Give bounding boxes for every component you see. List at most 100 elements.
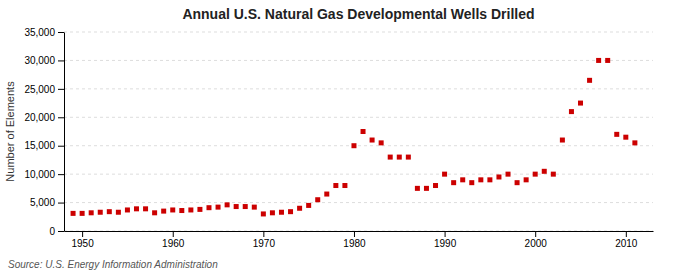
grid xyxy=(64,32,653,231)
y-axis-line xyxy=(64,33,65,232)
point xyxy=(623,135,628,140)
point xyxy=(324,192,329,197)
point xyxy=(288,209,293,214)
point xyxy=(342,183,347,188)
y-tick-label: 35,000 xyxy=(24,27,55,38)
y-tick-label: 20,000 xyxy=(24,112,55,123)
y-tick: 35,000 xyxy=(24,27,64,38)
point xyxy=(98,210,103,215)
x-tick: 1960 xyxy=(162,231,185,249)
point xyxy=(424,186,429,191)
point xyxy=(179,208,184,213)
point xyxy=(134,206,139,211)
x-tick: 1990 xyxy=(434,231,457,249)
x-axis-line xyxy=(65,231,654,232)
y-tick: 30,000 xyxy=(24,55,64,66)
y-tick: 10,000 xyxy=(24,169,64,180)
point xyxy=(632,140,637,145)
point xyxy=(270,210,275,215)
x-tick: 2010 xyxy=(615,231,638,249)
y-tick-mark xyxy=(58,60,64,61)
point xyxy=(596,58,601,63)
point xyxy=(515,180,520,185)
y-tick-label: 0 xyxy=(49,226,55,237)
point xyxy=(370,138,375,143)
y-tick-label: 15,000 xyxy=(24,140,55,151)
x-tick-mark xyxy=(535,231,536,237)
point xyxy=(261,211,266,216)
point xyxy=(279,210,284,215)
y-tick-mark xyxy=(58,32,64,33)
marks xyxy=(71,58,638,217)
point xyxy=(379,140,384,145)
point xyxy=(496,174,501,179)
y-tick-mark xyxy=(58,203,64,204)
point xyxy=(243,204,248,209)
point xyxy=(107,209,112,214)
source-note: Source: U.S. Energy Information Administ… xyxy=(8,259,218,270)
point xyxy=(125,207,130,212)
plot-area: 195019601970198019902000201005,00010,000… xyxy=(24,27,653,249)
point xyxy=(188,207,193,212)
point xyxy=(542,169,547,174)
y-tick: 20,000 xyxy=(24,112,64,123)
x-tick-mark xyxy=(445,231,446,237)
x-tick-mark xyxy=(354,231,355,237)
x-tick-mark xyxy=(263,231,264,237)
point xyxy=(206,205,211,210)
y-tick-label: 10,000 xyxy=(24,169,55,180)
x-tick-label: 1990 xyxy=(434,238,457,249)
x-tick: 1970 xyxy=(253,231,276,249)
y-tick-label: 5,000 xyxy=(30,197,55,208)
point xyxy=(506,172,511,177)
y-tick-mark xyxy=(58,231,64,232)
point xyxy=(170,207,175,212)
y-axis: 0 5,000 10,000 15,000 20,000 25,000 30,000 35,0… xyxy=(24,27,64,237)
point xyxy=(297,206,302,211)
point xyxy=(524,177,529,182)
x-tick: 1980 xyxy=(343,231,366,249)
x-tick-label: 1960 xyxy=(162,238,185,249)
point xyxy=(451,180,456,185)
point xyxy=(578,101,583,106)
point xyxy=(80,211,85,216)
grid-line xyxy=(64,60,653,61)
point xyxy=(614,132,619,137)
grid-line xyxy=(64,145,653,146)
x-tick: 2000 xyxy=(525,231,548,249)
x-tick-label: 2010 xyxy=(615,238,638,249)
point xyxy=(89,210,94,215)
point xyxy=(533,172,538,177)
x-tick-mark xyxy=(626,231,627,237)
y-axis-title: Number of Elements xyxy=(4,81,16,182)
x-tick-mark xyxy=(82,231,83,237)
point xyxy=(587,78,592,83)
x-tick-mark xyxy=(173,231,174,237)
point xyxy=(442,172,447,177)
chart-svg: 195019601970198019902000201005,00010,000… xyxy=(0,0,675,275)
point xyxy=(71,211,76,216)
point xyxy=(569,109,574,114)
y-tick: 0 xyxy=(49,226,64,237)
chart-container: 195019601970198019902000201005,00010,000… xyxy=(0,0,675,275)
point xyxy=(197,207,202,212)
y-tick: 15,000 xyxy=(24,140,64,151)
point xyxy=(478,177,483,182)
point xyxy=(469,180,474,185)
y-tick-mark xyxy=(58,117,64,118)
point xyxy=(216,205,221,210)
point xyxy=(152,210,157,215)
y-tick: 25,000 xyxy=(24,84,64,95)
point xyxy=(460,177,465,182)
point xyxy=(333,183,338,188)
grid-line xyxy=(64,174,653,175)
grid-line xyxy=(64,32,653,33)
point xyxy=(361,129,366,134)
x-axis: 1950196019701980199020002010 xyxy=(65,231,654,249)
point xyxy=(433,183,438,188)
x-tick-label: 2000 xyxy=(525,238,548,249)
y-tick: 5,000 xyxy=(30,197,64,208)
grid-line xyxy=(64,202,653,203)
point xyxy=(234,204,239,209)
y-tick-label: 30,000 xyxy=(24,55,55,66)
